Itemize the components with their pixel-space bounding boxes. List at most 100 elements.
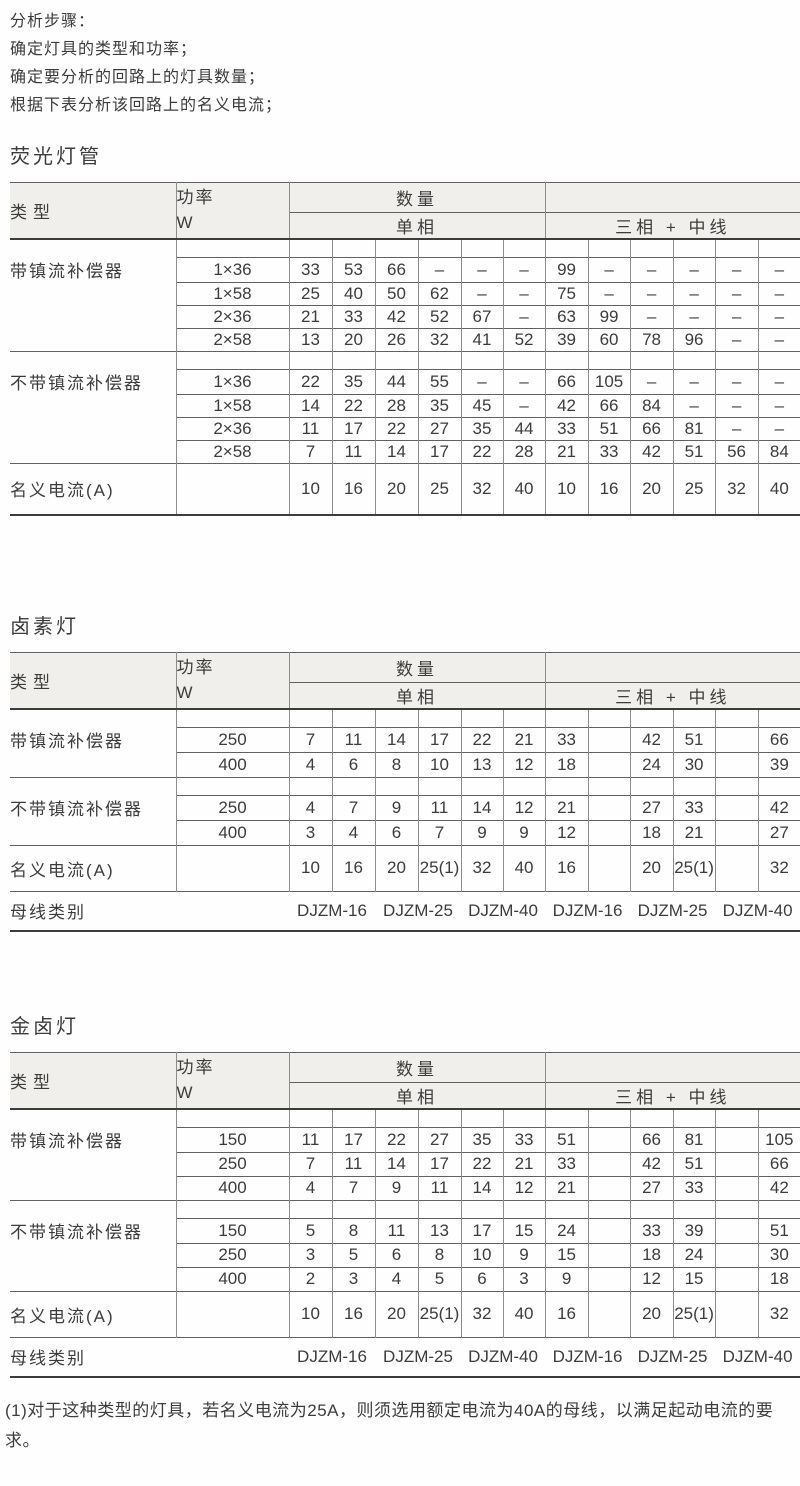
spacer-cell [289, 1109, 333, 1127]
col-header-quantity: 数量 [289, 182, 546, 213]
quantity-cell: 22 [289, 368, 333, 394]
group-label: 不带镇流补偿器 [10, 1218, 177, 1243]
quantity-cell: – [758, 393, 800, 417]
nominal-current-value: 20 [630, 1290, 674, 1337]
quantity-cell: 21 [545, 794, 589, 820]
quantity-cell: 13 [461, 751, 504, 777]
nominal-current-value: 16 [545, 1290, 589, 1337]
quantity-cell: 27 [630, 1175, 674, 1200]
quantity-cell: – [758, 304, 800, 328]
spacer-cell [715, 239, 759, 257]
nominal-current-value: 20 [375, 462, 419, 516]
quantity-cell: 7 [332, 794, 376, 820]
data-table: 类型 功率 W 数量 单相 三相 + 中线 带镇流补偿器 150 11 17 22 27 35 33 51 6… [10, 1052, 800, 1378]
quantity-cell: – [673, 281, 716, 305]
power-value: 1×36 [176, 368, 290, 394]
quantity-cell: 99 [545, 256, 589, 282]
spacer-cell [715, 1199, 759, 1218]
quantity-cell: 78 [630, 327, 674, 351]
group-label: 带镇流补偿器 [10, 257, 177, 282]
col-header-three-phase: 三相 + 中线 [545, 1082, 800, 1110]
quantity-cell [588, 1126, 631, 1152]
nominal-current-value: 20 [375, 1290, 419, 1337]
quantity-cell: 66 [588, 393, 631, 417]
spacer-cell [10, 1199, 177, 1218]
quantity-cell: 11 [418, 1175, 462, 1200]
quantity-cell: 14 [375, 439, 419, 463]
power-value: 150 [176, 1217, 290, 1243]
col-header-blank [545, 652, 800, 683]
quantity-cell: 40 [332, 281, 376, 305]
quantity-cell: 13 [418, 1217, 462, 1243]
quantity-cell: – [715, 327, 759, 351]
spacer-cell [461, 1109, 504, 1127]
busbar-class-value: DJZM-25 [375, 1336, 461, 1378]
quantity-cell: 18 [630, 1242, 674, 1267]
intro-line: 根据下表分析该回路上的名义电流； [10, 97, 283, 114]
quantity-cell: 81 [673, 1126, 716, 1152]
quantity-cell: 12 [503, 794, 546, 820]
quantity-cell: – [630, 281, 674, 305]
quantity-cell: 9 [545, 1266, 589, 1291]
quantity-cell: 27 [418, 1126, 462, 1152]
quantity-cell: 21 [503, 726, 546, 752]
quantity-cell: 105 [758, 1126, 800, 1152]
spacer-cell [332, 1109, 376, 1127]
quantity-cell: – [715, 281, 759, 305]
quantity-cell: 27 [418, 416, 462, 440]
power-value: 1×58 [176, 393, 290, 417]
power-unit-label: W [176, 212, 195, 232]
quantity-cell: 10 [461, 1242, 504, 1267]
spacer-cell [375, 776, 419, 795]
type-cell [10, 752, 177, 777]
col-header-type: 类型 [10, 1052, 177, 1110]
spacer-cell [176, 1199, 290, 1218]
col-header-quantity: 数量 [289, 1052, 546, 1083]
quantity-cell: – [715, 256, 759, 282]
power-value: 2×36 [176, 416, 290, 440]
quantity-cell: 6 [375, 819, 419, 845]
footnote: (1)对于这种类型的灯具，若名义电流为25A，则须选用额定电流为40A的母线，以… [5, 1401, 774, 1450]
spacer-cell [375, 1199, 419, 1218]
data-table: 类型 功率 W 数量 单相 三相 + 中线 带镇流补偿器 250 7 11 14 17 22 21 33 42… [10, 652, 800, 932]
quantity-cell: 51 [545, 1126, 589, 1152]
quantity-cell: 11 [375, 1217, 419, 1243]
quantity-cell: – [503, 256, 546, 282]
quantity-cell [588, 1266, 631, 1291]
spacer-cell [10, 350, 177, 369]
spacer-cell [673, 776, 716, 795]
quantity-cell: 56 [715, 439, 759, 463]
power-value: 2×58 [176, 327, 290, 351]
quantity-cell: 42 [545, 393, 589, 417]
quantity-cell: 21 [545, 1175, 589, 1200]
power-label: 功率 [176, 657, 215, 677]
quantity-cell: 15 [545, 1242, 589, 1267]
quantity-cell: 22 [332, 393, 376, 417]
quantity-cell: – [758, 327, 800, 351]
quantity-cell: 22 [461, 726, 504, 752]
nominal-current-value: 16 [588, 462, 631, 516]
power-value: 250 [176, 726, 290, 752]
col-header-single-phase: 单相 [289, 1082, 546, 1110]
quantity-cell: 14 [461, 794, 504, 820]
quantity-cell: 66 [630, 416, 674, 440]
type-cell [10, 1152, 177, 1176]
spacer-cell [418, 709, 462, 727]
quantity-cell: 44 [375, 368, 419, 394]
nominal-current-value: 10 [289, 844, 333, 891]
power-value: 1×58 [176, 281, 290, 305]
spacer-cell [545, 350, 589, 369]
spacer-cell [10, 776, 177, 795]
quantity-cell: – [503, 393, 546, 417]
nominal-blank-cell [176, 462, 290, 516]
quantity-cell: 21 [545, 439, 589, 463]
quantity-cell: 9 [375, 1175, 419, 1200]
quantity-cell: 9 [461, 819, 504, 845]
spacer-cell [176, 776, 290, 795]
quantity-cell: – [588, 256, 631, 282]
intro-line: 分析步骤： [10, 13, 96, 30]
quantity-cell [715, 1242, 759, 1267]
spacer-cell [503, 350, 546, 369]
quantity-cell: 7 [289, 726, 333, 752]
quantity-cell: – [418, 256, 462, 282]
